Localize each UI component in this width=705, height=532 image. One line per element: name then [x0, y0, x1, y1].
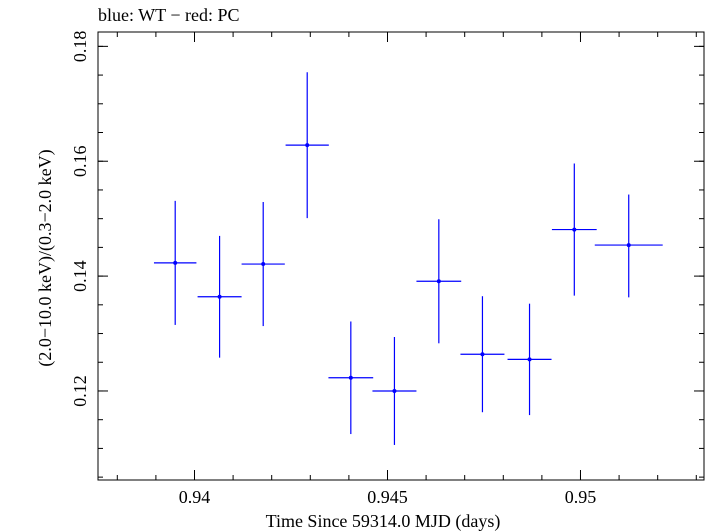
data-point [460, 296, 505, 413]
data-point [328, 321, 374, 435]
axes: 0.94 0.945 0.95 0.12 0.14 0.16 0.18 [70, 31, 704, 507]
data-marker [480, 352, 485, 357]
y-tick-label: 0.18 [70, 31, 90, 63]
data-point [197, 235, 242, 358]
y-tick-label: 0.16 [70, 145, 90, 177]
data-marker [626, 243, 631, 248]
data-point [285, 72, 329, 219]
x-tick-label: 0.95 [565, 487, 597, 507]
data-marker [305, 143, 310, 148]
data-marker [348, 375, 353, 380]
data-marker [261, 262, 266, 267]
data-marker [436, 279, 441, 284]
data-point [551, 163, 597, 296]
data-marker [572, 227, 577, 232]
plot-frame [97, 31, 705, 481]
data-marker [527, 357, 532, 362]
chart-title: blue: WT − red: PC [98, 5, 239, 25]
x-tick-label: 0.945 [367, 487, 408, 507]
data-point [372, 336, 417, 445]
x-tick-label: 0.94 [179, 487, 211, 507]
data-marker [217, 294, 222, 299]
y-tick-label: 0.14 [70, 260, 90, 292]
data-point [416, 219, 462, 344]
data-point [594, 194, 663, 298]
x-axis-label: Time Since 59314.0 MJD (days) [266, 511, 501, 532]
data-marker [173, 260, 178, 265]
data-point [241, 202, 285, 327]
y-tick-label: 0.12 [70, 375, 90, 407]
data-point [153, 200, 197, 325]
data-marker [392, 388, 397, 393]
data-point [507, 303, 552, 416]
y-axis-label: (2.0−10.0 keV)/(0.3−2.0 keV) [35, 149, 56, 366]
data-marks [153, 72, 663, 445]
